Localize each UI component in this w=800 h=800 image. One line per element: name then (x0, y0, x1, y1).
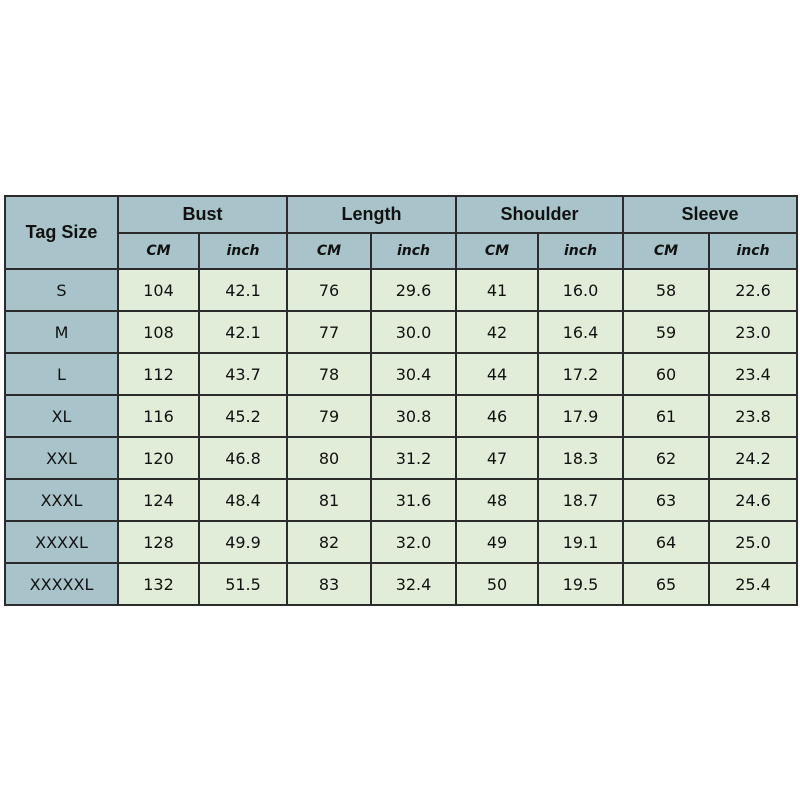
measurement-cell: 46.8 (198, 436, 288, 480)
size-label: XXXXXL (4, 562, 119, 606)
measurement-cell: 16.0 (536, 268, 625, 312)
measurement-cell: 65 (622, 562, 711, 606)
measurement-cell: 60 (622, 352, 711, 396)
measurement-cell: 25.0 (708, 520, 799, 564)
measurement-cell: 41 (455, 268, 539, 312)
measurement-cell: 42.1 (198, 268, 288, 312)
unit-header-cm: CM (286, 232, 372, 270)
measurement-cell: 132 (117, 562, 200, 606)
measurement-cell: 31.2 (370, 436, 457, 480)
measurement-cell: 24.2 (708, 436, 799, 480)
unit-header-cm: CM (622, 232, 711, 270)
measurement-cell: 58 (622, 268, 711, 312)
size-label: M (4, 310, 119, 354)
measurement-cell: 112 (117, 352, 200, 396)
measurement-cell: 49.9 (198, 520, 288, 564)
measurement-cell: 49 (455, 520, 539, 564)
measurement-cell: 17.9 (536, 394, 625, 438)
measurement-cell: 116 (117, 394, 200, 438)
measurement-cell: 51.5 (198, 562, 288, 606)
measurement-cell: 31.6 (370, 478, 457, 522)
measurement-cell: 16.4 (536, 310, 625, 354)
measurement-cell: 50 (455, 562, 539, 606)
measurement-cell: 22.6 (708, 268, 799, 312)
measurement-cell: 77 (286, 310, 372, 354)
unit-header-cm: CM (117, 232, 200, 270)
table-row: XXL 120 46.8 80 31.2 47 18.3 62 24.2 (4, 436, 799, 480)
size-chart-table: Tag Size Bust Length Shoulder Sleeve CM inch… (4, 195, 799, 606)
measurement-cell: 79 (286, 394, 372, 438)
measurement-cell: 43.7 (198, 352, 288, 396)
measurement-cell: 48.4 (198, 478, 288, 522)
unit-header-cm: CM (455, 232, 539, 270)
unit-header-inch: inch (370, 232, 457, 270)
measurement-cell: 48 (455, 478, 539, 522)
measurement-cell: 23.4 (708, 352, 799, 396)
unit-header-inch: inch (536, 232, 625, 270)
measurement-cell: 42.1 (198, 310, 288, 354)
measurement-cell: 46 (455, 394, 539, 438)
group-header-shoulder: Shoulder (454, 195, 625, 234)
table-row: XXXXXL 132 51.5 83 32.4 50 19.5 65 25.4 (4, 562, 799, 606)
size-label: XL (4, 394, 119, 438)
measurement-cell: 83 (286, 562, 372, 606)
measurement-cell: 120 (117, 436, 200, 480)
measurement-cell: 128 (117, 520, 200, 564)
size-label: S (4, 268, 119, 312)
size-label: L (4, 352, 119, 396)
measurement-cell: 30.0 (370, 310, 457, 354)
measurement-cell: 124 (117, 478, 200, 522)
table-row: S 104 42.1 76 29.6 41 16.0 58 22.6 (4, 268, 799, 312)
measurement-cell: 25.4 (708, 562, 799, 606)
measurement-cell: 44 (455, 352, 539, 396)
measurement-cell: 18.3 (536, 436, 625, 480)
measurement-cell: 81 (286, 478, 372, 522)
measurement-cell: 32.0 (370, 520, 457, 564)
group-header-sleeve: Sleeve (622, 195, 799, 234)
measurement-cell: 59 (622, 310, 711, 354)
measurement-cell: 23.0 (708, 310, 799, 354)
size-label: XXXL (4, 478, 119, 522)
measurement-cell: 30.4 (370, 352, 457, 396)
table-row: XXXXL 128 49.9 82 32.0 49 19.1 64 25.0 (4, 520, 799, 564)
measurement-cell: 24.6 (708, 478, 799, 522)
table-row: XL 116 45.2 79 30.8 46 17.9 61 23.8 (4, 394, 799, 438)
group-header-length: Length (286, 195, 457, 234)
measurement-cell: 29.6 (370, 268, 457, 312)
measurement-cell: 23.8 (708, 394, 799, 438)
measurement-cell: 76 (286, 268, 372, 312)
table-row: L 112 43.7 78 30.4 44 17.2 60 23.4 (4, 352, 799, 396)
measurement-cell: 19.5 (536, 562, 625, 606)
measurement-cell: 63 (622, 478, 711, 522)
measurement-cell: 32.4 (370, 562, 457, 606)
measurement-cell: 17.2 (536, 352, 625, 396)
measurement-cell: 18.7 (536, 478, 625, 522)
measurement-cell: 108 (117, 310, 200, 354)
measurement-cell: 82 (286, 520, 372, 564)
measurement-cell: 42 (455, 310, 539, 354)
size-label: XXXXL (4, 520, 119, 564)
unit-header-inch: inch (708, 232, 799, 270)
table-row: XXXL 124 48.4 81 31.6 48 18.7 63 24.6 (4, 478, 799, 522)
measurement-cell: 78 (286, 352, 372, 396)
size-label: XXL (4, 436, 119, 480)
table-row: M 108 42.1 77 30.0 42 16.4 59 23.0 (4, 310, 799, 354)
measurement-cell: 30.8 (370, 394, 457, 438)
measurement-cell: 104 (117, 268, 200, 312)
measurement-cell: 61 (622, 394, 711, 438)
measurement-cell: 64 (622, 520, 711, 564)
measurement-cell: 47 (455, 436, 539, 480)
tag-size-header: Tag Size (4, 195, 119, 270)
group-header-bust: Bust (117, 195, 288, 234)
measurement-cell: 80 (286, 436, 372, 480)
measurement-cell: 19.1 (536, 520, 625, 564)
measurement-cell: 62 (622, 436, 711, 480)
measurement-cell: 45.2 (198, 394, 288, 438)
unit-header-inch: inch (198, 232, 288, 270)
